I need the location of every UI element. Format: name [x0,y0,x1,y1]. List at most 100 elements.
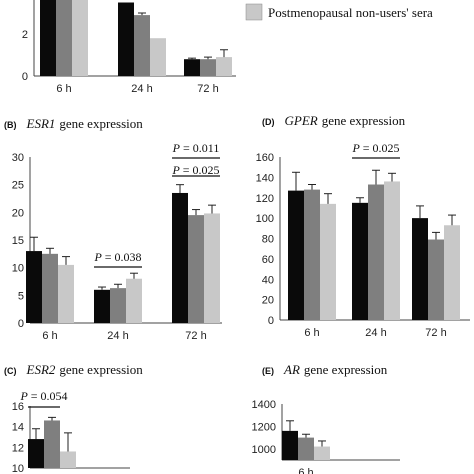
panel-c-gene: ESR2 [26,362,56,377]
panel-e-chart: 1000 1200 1400 6 h [252,399,400,474]
bar [60,451,76,468]
bar [204,213,220,323]
p-value-label: P = 0.054 [19,389,67,403]
y-tick-label: 0 [268,315,274,327]
p-value: = 0.011 [180,141,219,155]
panel-e-title-rest: gene expression [304,362,388,377]
bar [118,2,134,76]
y-tick-label: 0 [22,71,28,83]
bar [94,289,110,323]
y-tick-label: 16 [12,401,24,413]
x-tick-label: 72 h [185,330,206,342]
legend: Postmenopausal non-users' sera [245,3,433,21]
y-tick-label: 10 [12,263,24,275]
bar [188,215,204,323]
panel-e-gene: AR [283,362,300,377]
bar [26,251,42,323]
y-tick-label: 20 [12,207,24,219]
legend-swatch-light-gray [245,3,263,21]
p-value: = 0.054 [28,389,68,403]
y-tick-label: 25 [12,180,24,192]
y-tick-label: 12 [12,442,24,454]
y-tick-label: 0 [18,318,24,330]
bar [40,0,56,76]
bar [72,0,88,76]
y-tick-label: 40 [262,274,274,286]
panel-d-chart: 0 20 40 60 80 100 120 140 160 6 h 24 h 72 h P = 0.02… [256,141,470,339]
bar [314,446,330,460]
panel-a-chart: 0246 h24 h72 h [22,0,236,95]
y-tick-label: 1000 [252,444,276,456]
bar [200,59,216,76]
p-symbol: P [172,141,181,155]
bar [368,184,384,320]
bar [304,189,320,320]
panel-d-label: (D) [262,117,275,127]
panel-d-title: (D) GPER gene expression [262,112,406,129]
y-tick-label: 1400 [252,399,276,411]
x-tick-label: 24 h [107,330,128,342]
panel-c-chart: 101214166 hP = 0.054 [12,389,130,474]
bar [216,57,232,76]
y-tick-label: 160 [256,152,274,164]
bar [428,239,444,320]
panel-c-label: (C) [4,366,17,376]
bar [184,59,200,76]
y-tick-label: 2 [22,29,28,41]
p-value-label: P = 0.025 [351,141,399,155]
x-tick-label: 6 h [56,83,71,95]
bar [42,253,58,323]
panel-b-gene: ESR1 [26,116,56,131]
bar [172,192,188,323]
p-value-label: P = 0.011 [172,141,220,155]
x-tick-label: 6 h [298,467,313,474]
bar [384,181,400,320]
y-tick-label: 1200 [252,421,276,433]
p-symbol: P [351,141,360,155]
p-symbol: P [93,250,102,264]
y-tick-label: 80 [262,234,274,246]
p-symbol: P [171,163,180,177]
panel-d-gene: GPER [285,113,318,128]
p-value-label: P = 0.038 [93,250,141,264]
bar [412,218,428,320]
x-tick-label: 24 h [131,83,152,95]
bar [320,203,336,320]
bar [282,430,298,460]
y-tick-label: 60 [262,254,274,266]
panel-b-title-rest: gene expression [59,116,143,131]
bar [58,264,74,323]
panel-e-title: (E) AR gene expression [262,361,388,378]
bar [28,439,44,468]
bar [134,15,150,77]
bar [110,288,126,323]
y-tick-label: 120 [256,193,274,205]
y-tick-label: 140 [256,172,274,184]
panel-c-title: (C) ESR2 gene expression [4,361,143,378]
bar [150,38,166,76]
bar [298,437,314,460]
panel-b-title: (B) ESR1 gene expression [4,115,143,132]
p-value: = 0.025 [360,141,400,155]
y-tick-label: 5 [18,290,24,302]
y-tick-label: 14 [12,422,24,434]
panel-e-label: (E) [262,366,274,376]
y-tick-label: 10 [12,463,24,474]
panel-d-title-rest: gene expression [322,113,406,128]
x-tick-label: 72 h [197,83,218,95]
p-value: = 0.025 [180,163,220,177]
p-value-label: P = 0.025 [171,163,219,177]
bar [44,420,60,468]
x-tick-label: 24 h [365,327,386,339]
x-tick-label: 72 h [425,327,446,339]
bar [352,202,368,320]
legend-label: Postmenopausal non-users' sera [268,5,433,20]
y-tick-label: 100 [256,213,274,225]
x-tick-label: 6 h [42,330,57,342]
x-tick-label: 6 h [304,327,319,339]
y-tick-label: 30 [12,152,24,164]
y-tick-label: 15 [12,235,24,247]
panel-c-title-rest: gene expression [59,362,143,377]
